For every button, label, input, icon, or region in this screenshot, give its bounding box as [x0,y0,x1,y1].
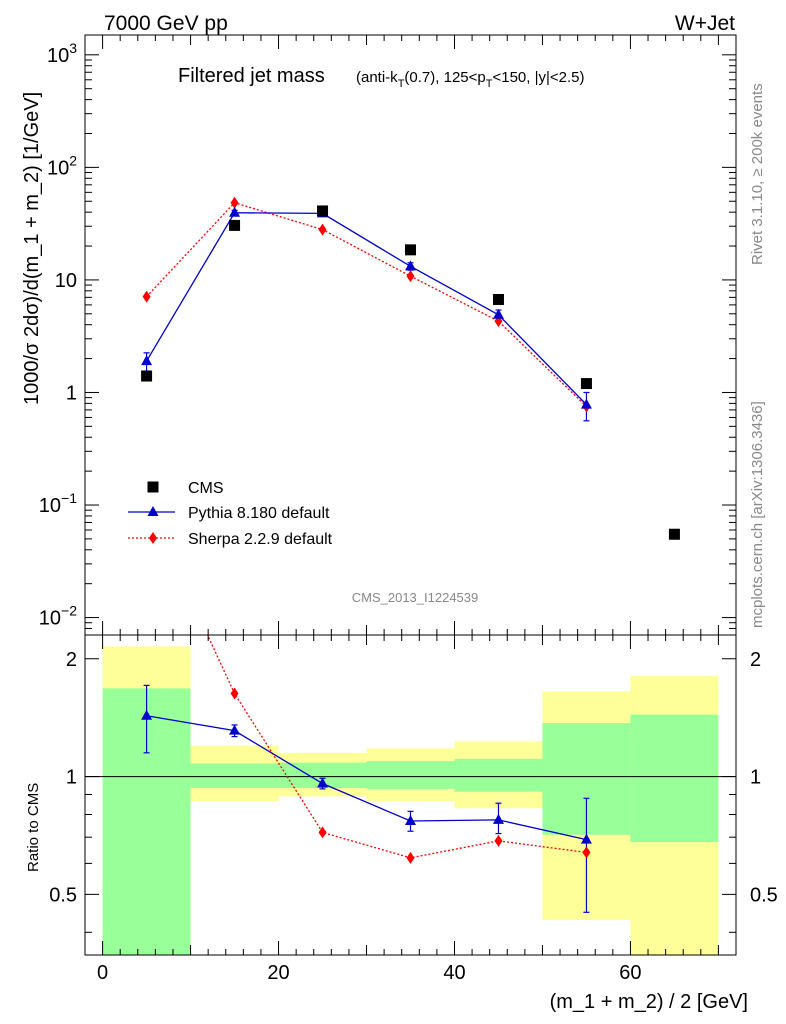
main-frame [84,34,737,636]
pythia-ratio-point [317,777,329,788]
main-y-axis: 10−2 10−1 1 10 102 103 [39,40,736,636]
ratio-ytick-label-left: 1 [66,767,77,789]
ratio-y-axis: 0.5 0.5 1 1 2 2 [49,649,778,933]
ratio-uncertainty-bands [102,646,719,955]
legend-label: CMS [188,480,224,497]
sherpa-ratio-point [230,687,239,700]
plot-subtitle: (anti-kT(0.7), 125<pT<150, |y|<2.5) [356,69,585,90]
ratio-ylabel: Ratio to CMS [25,783,42,872]
legend-label: Sherpa 2.2.9 default [188,531,333,548]
sherpa-ratio-point [406,851,415,864]
stat-uncertainty-band [190,763,279,788]
stat-uncertainty-band [366,761,455,789]
ratio-ytick-label-left: 2 [66,649,77,671]
ratio-ytick-label-left: 0.5 [49,884,77,906]
main-ytick-label: 10−1 [39,490,77,517]
energy-label: 7000 GeV pp [104,12,228,35]
ratio-ytick-label-right: 2 [750,649,761,671]
pythia-ratio-line [146,715,587,841]
cms-point [141,370,153,382]
pythia-point [141,355,153,366]
stat-uncertainty-band [454,758,543,792]
legend-label: Pythia 8.180 default [188,505,330,522]
xtick-label: 0 [97,962,108,984]
rivet-version-label: Rivet 3.1.10, ≥ 200k events [749,83,766,265]
process-label: W+Jet [675,12,735,35]
cms-point [229,219,241,231]
ratio-series-clipped [141,635,592,913]
sherpa-point [406,270,415,283]
pythia-ratio-point [492,813,504,824]
pythia-point [492,308,504,319]
main-ytick-label: 10 [55,270,77,292]
xtick-label: 20 [267,962,289,984]
main-series-group [141,196,680,540]
cms-point [405,244,416,256]
pythia-ratio-point [580,833,592,844]
mcplots-label: mcplots.cern.ch [arXiv:1306.3436] [749,401,766,628]
legend-marker [147,481,159,493]
main-ytick-label: 1 [66,382,77,404]
sherpa-point [142,290,151,303]
pythia-ratio-point [141,709,153,720]
sherpa-point [230,196,239,209]
pythia-ratio-point [405,814,416,825]
main-ylabel: 1000/σ 2dσ)/d(m_1 + m_2) [1/GeV] [21,92,43,405]
pythia-ratio-point [229,724,241,735]
sherpa-point [318,223,327,236]
sherpa-ratio-line [206,635,587,859]
sherpa-ratio-point [318,826,327,839]
pythia-point [405,260,416,271]
pythia-point [229,206,241,217]
analysis-id: CMS_2013_I1224539 [352,590,479,605]
cms-point [492,293,504,305]
ratio-series-group [141,635,592,913]
ratio-frame [84,634,737,956]
cms-point [668,528,680,540]
ratio-ytick-label-right: 1 [750,767,761,789]
main-ytick-label: 10−2 [39,603,77,630]
legend-marker [147,506,159,516]
cms-point [580,378,592,390]
legend-marker [149,532,157,544]
plot-title: Filtered jet mass [178,65,325,87]
sherpa-line [146,201,587,407]
main-ytick-label: 102 [47,152,77,179]
sherpa-ratio-point [494,834,503,847]
sherpa-ratio-point [582,846,591,859]
xtick-label: 60 [619,962,641,984]
ratio-ytick-label-right: 0.5 [750,884,778,906]
xlabel: (m_1 + m_2) / 2 [GeV] [550,991,748,1013]
cms-point [317,205,329,217]
pythia-point [580,398,592,409]
x-axis: 0 20 40 60 [97,35,719,984]
xtick-label: 40 [443,962,465,984]
stat-uncertainty-band [630,714,719,843]
legend: CMS Pythia 8.180 default Sherpa 2.2.9 defa… [128,480,333,548]
main-ytick-label: 103 [47,40,77,67]
pythia-line [146,212,587,406]
